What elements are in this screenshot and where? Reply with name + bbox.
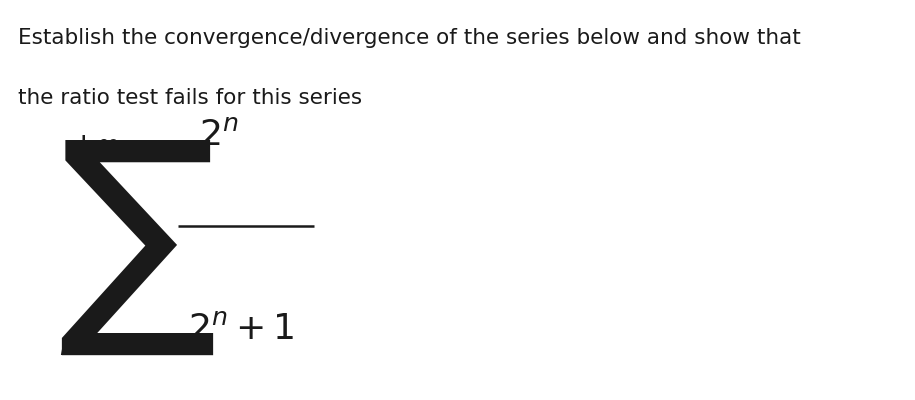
Text: $2^{n}$: $2^{n}$ [199,118,239,152]
Text: the ratio test fails for this series: the ratio test fails for this series [18,88,362,108]
Text: $n=1$: $n=1$ [59,336,122,360]
Text: $\sum$: $\sum$ [58,139,214,357]
Text: $2^{n}+1$: $2^{n}+1$ [188,312,295,346]
Text: $+\infty$: $+\infty$ [70,131,120,160]
Text: Establish the convergence/divergence of the series below and show that: Establish the convergence/divergence of … [18,28,801,48]
